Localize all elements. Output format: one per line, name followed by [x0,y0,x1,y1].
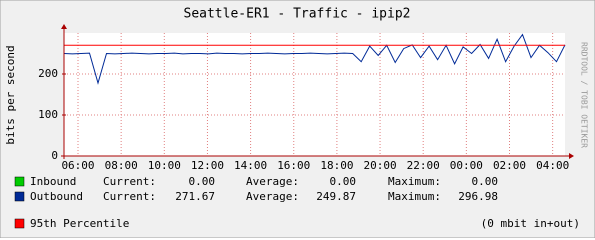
y-axis-label: bits per second [4,45,17,144]
x-tick-label: 04:00 [536,159,569,172]
stat-label: Maximum: [388,190,441,203]
legend-swatch [14,218,25,229]
x-tick-label: 06:00 [61,159,94,172]
y-tick-label: 200 [38,67,58,80]
stat-value: 296.98 [458,190,498,203]
legend-swatch [14,176,25,187]
y-arrow [61,24,67,29]
stat-label: Maximum: [388,175,441,188]
stat-value: 249.87 [316,190,356,203]
plot-area [64,33,565,156]
x-tick-label: 18:00 [320,159,353,172]
x-arrow [569,153,574,159]
series-line [63,33,566,85]
stat-value: 0.00 [472,175,499,188]
stat-label: Current: [103,190,156,203]
x-tick-label: 14:00 [234,159,267,172]
x-tick-label: 12:00 [191,159,224,172]
x-tick-label: 08:00 [105,159,138,172]
legend-swatch [14,191,25,202]
watermark: RRDTOOL / TOBI OETIKER [580,42,589,148]
x-tick-label: 20:00 [363,159,396,172]
chart-title: Seattle-ER1 - Traffic - ipip2 [184,7,411,22]
y-tick-label: 100 [38,108,58,121]
legend-label: 95th Percentile [30,217,129,230]
legend-label: Inbound [30,175,76,188]
stat-label: Current: [103,175,156,188]
legend-label: Outbound [30,190,83,203]
x-tick-label: 16:00 [277,159,310,172]
y-tick-label: 0 [51,149,58,162]
x-tick-label: 22:00 [407,159,440,172]
x-tick-label: 10:00 [148,159,181,172]
stat-value: 271.67 [175,190,215,203]
stat-label: Average: [246,190,299,203]
percentile-note: (0 mbit in+out) [481,217,580,230]
stat-label: Average: [246,175,299,188]
stat-value: 0.00 [189,175,216,188]
stat-value: 0.00 [330,175,357,188]
x-tick-label: 00:00 [450,159,483,172]
x-tick-label: 02:00 [493,159,526,172]
